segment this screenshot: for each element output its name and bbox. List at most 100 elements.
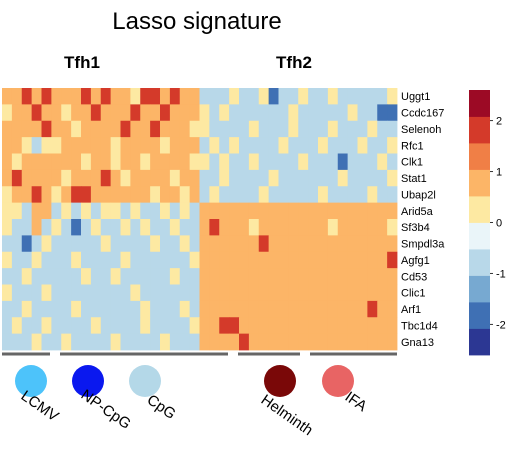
heatmap-cell (120, 88, 131, 105)
heatmap-cell (337, 300, 349, 318)
heatmap-cell (21, 333, 33, 351)
colorbar-tick-label: 0 (496, 218, 502, 230)
heatmap-cell (61, 104, 72, 122)
heatmap-cell (347, 202, 358, 220)
heatmap-cell (2, 300, 13, 318)
heatmap-cell (219, 169, 230, 187)
heatmap-cell (258, 300, 270, 318)
group-label-tfh2: Tfh2 (276, 53, 312, 72)
heatmap-cell (140, 268, 151, 285)
heatmap-cell (140, 104, 151, 122)
heatmap-cell (21, 251, 33, 269)
condition-label: NP-CpG (78, 386, 134, 432)
heatmap-cell (179, 300, 191, 318)
gene-label: Gna13 (401, 337, 434, 349)
heatmap-cell (318, 284, 329, 302)
heatmap-cell (169, 251, 181, 269)
heatmap-cell (31, 251, 42, 269)
heatmap-cell (209, 333, 220, 351)
colorbar-segment (469, 143, 490, 170)
heatmap-cell (219, 268, 230, 285)
heatmap-cell (278, 153, 289, 171)
heatmap-cell (21, 202, 33, 220)
heatmap-cell (169, 235, 181, 253)
heatmap-cell (21, 300, 33, 318)
heatmap-cell (160, 284, 171, 302)
heatmap-cell (31, 202, 42, 220)
heatmap-cell (387, 137, 398, 154)
heatmap-cell (387, 333, 398, 351)
heatmap-cell (90, 333, 102, 351)
heatmap-cell (110, 300, 121, 318)
heatmap-cell (140, 120, 151, 138)
condition-circle (264, 365, 296, 397)
heatmap-cell (268, 251, 279, 269)
heatmap-cell (189, 120, 200, 138)
heatmap-cell (160, 300, 171, 318)
heatmap-cell (347, 104, 358, 122)
heatmap-cell (209, 202, 220, 220)
heatmap-cell (41, 284, 52, 302)
heatmap-cell (209, 169, 220, 187)
heatmap-cell (11, 235, 23, 253)
heatmap-cell (120, 137, 131, 154)
heatmap-cell (189, 169, 200, 187)
heatmap-cell (308, 235, 319, 253)
heatmap-cell (337, 251, 349, 269)
heatmap-cell (318, 317, 329, 335)
heatmap-cell (100, 300, 112, 318)
condition-label: Helminth (258, 391, 316, 439)
heatmap-cell (11, 169, 23, 187)
heatmap-cell (327, 153, 339, 171)
heatmap-cell (51, 235, 62, 253)
heatmap-cell (160, 268, 171, 285)
heatmap-cell (268, 268, 279, 285)
heatmap-cell (347, 317, 358, 335)
heatmap-cell (90, 251, 102, 269)
heatmap-cell (2, 333, 13, 351)
heatmap-cell (130, 120, 141, 138)
heatmap-cell (160, 317, 171, 335)
heatmap-cell (229, 186, 240, 204)
heatmap-cell (110, 317, 121, 335)
heatmap-cell (160, 137, 171, 154)
heatmap-cell (189, 284, 200, 302)
heatmap-cell (81, 268, 92, 285)
gene-label: Arid5a (401, 206, 434, 218)
heatmap-cell (288, 88, 299, 105)
heatmap-cell (258, 186, 270, 204)
heatmap-cell (258, 88, 270, 105)
heatmap-cell (179, 284, 191, 302)
heatmap-cell (239, 219, 250, 236)
heatmap-cell (387, 169, 398, 187)
gene-label: Selenoh (401, 124, 441, 136)
heatmap-cell (169, 169, 181, 187)
heatmap-cell (268, 219, 279, 236)
heatmap-cell (377, 284, 388, 302)
heatmap-cell (239, 169, 250, 187)
heatmap-cell (21, 268, 33, 285)
heatmap-cell (209, 268, 220, 285)
heatmap-cell (150, 88, 161, 105)
heatmap-cell (140, 219, 151, 236)
heatmap-cell (31, 219, 42, 236)
heatmap-cell (100, 268, 112, 285)
colorbar-segment (469, 222, 490, 250)
heatmap-cell (327, 202, 339, 220)
heatmap-cell (150, 268, 161, 285)
heatmap-cell (169, 317, 181, 335)
heatmap-cell (41, 169, 52, 187)
heatmap-cell (160, 251, 171, 269)
heatmap-cell (11, 251, 23, 269)
heatmap-cell (337, 235, 349, 253)
heatmap-cell (209, 186, 220, 204)
colorbar-segment (469, 116, 490, 144)
heatmap-cell (2, 104, 13, 122)
heatmap-cell (130, 88, 141, 105)
heatmap-cell (318, 219, 329, 236)
heatmap-cell (90, 169, 102, 187)
heatmap-cell (377, 300, 388, 318)
heatmap-cell (387, 153, 398, 171)
heatmap-cell (51, 219, 62, 236)
heatmap-cell (21, 219, 33, 236)
